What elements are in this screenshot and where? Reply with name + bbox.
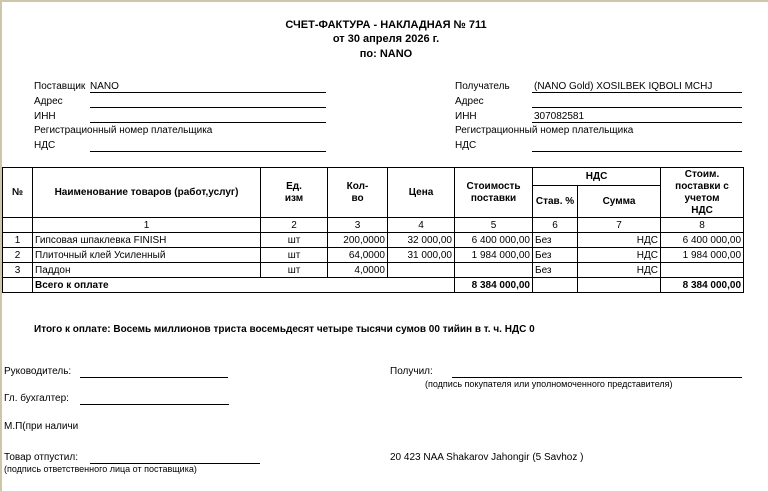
released-signature-line: [90, 452, 260, 464]
accountant-signature-line: [80, 393, 229, 405]
supplier-value: NANO: [90, 81, 326, 93]
col-number: 1: [32, 217, 261, 233]
recipient-inn-label: ИНН: [455, 111, 477, 122]
recipient-nds-label: НДС: [455, 140, 477, 151]
supplier-label: Поставщик: [34, 81, 86, 92]
row-total: 1 984 000,00: [660, 247, 745, 263]
supplier-address-line: [90, 96, 326, 108]
recipient-nds-line: [532, 140, 742, 152]
received-label: Получил:: [390, 366, 433, 377]
row-unit: шт: [260, 262, 328, 278]
released-label: Товар отпустил:: [4, 452, 78, 463]
col-number: 7: [576, 217, 662, 233]
row-sum: НДС: [576, 247, 662, 263]
row-qty: 4,0000: [327, 262, 388, 278]
row-cost: 6 400 000,00: [454, 232, 533, 248]
row-unit: шт: [260, 247, 328, 263]
supplier-inn-line: [90, 111, 326, 123]
recipient-value: (NANO Gold) XOSILBEK IQBOLI MCHJ: [532, 81, 742, 93]
stamp-label: М.П(при наличи: [4, 421, 79, 432]
header-num: №: [2, 167, 33, 218]
header-rate: Став. %: [532, 185, 578, 218]
col-number: 3: [327, 217, 388, 233]
col-number: 4: [387, 217, 455, 233]
total-label: Всего к оплате: [32, 277, 455, 293]
header-sum: Сумма: [576, 185, 662, 218]
invoice-title: СЧЕТ-ФАКТУРА - НАКЛАДНАЯ № 711: [285, 19, 487, 31]
col-number: 6: [532, 217, 578, 233]
column-number-row: 1 2 3 4 5 6 7 8: [2, 217, 745, 233]
header-nds: НДС: [531, 167, 662, 186]
col-number: 2: [260, 217, 328, 233]
row-num: 2: [2, 247, 33, 263]
total-row: Всего к оплате 8 384 000,00 8 384 000,00: [2, 277, 745, 293]
supplier-nds-label: НДС: [34, 140, 56, 151]
row-rate: Без: [532, 262, 578, 278]
invoice-by: по: NANO: [359, 48, 413, 60]
invoice-date: от 30 апреля 2026 г.: [332, 33, 440, 45]
header-unit: Ед. изм: [260, 167, 328, 218]
received-note: (подпись покупателя или уполномоченного …: [425, 379, 673, 389]
recipient-address-line: [532, 96, 742, 108]
header-cost: Стоимость поставки: [454, 167, 533, 218]
header-qty: Кол-во: [327, 167, 388, 218]
col-number: 8: [660, 217, 745, 233]
row-total: [660, 262, 745, 278]
row-num: 3: [2, 262, 33, 278]
supplier-address-label: Адрес: [34, 96, 63, 107]
row-price: [387, 262, 455, 278]
accountant-label: Гл. бухгалтер:: [4, 393, 69, 404]
row-sum: НДС: [576, 262, 662, 278]
row-rate: Без: [532, 247, 578, 263]
supplier-reg-label: Регистрационный номер плательщика: [34, 125, 213, 136]
table-row: 3 Паддон шт 4,0000 Без НДС: [2, 262, 745, 278]
row-unit: шт: [260, 232, 328, 248]
row-price: 31 000,00: [387, 247, 455, 263]
recipient-inn: 307082581: [532, 111, 742, 123]
recipient-reg-label: Регистрационный номер плательщика: [455, 125, 634, 136]
total-in-words: Итого к оплате: Восемь миллионов триста …: [34, 324, 535, 335]
row-name: Гипсовая шпаклевка FINISH: [32, 232, 261, 248]
table-row: 2 Плиточный клей Усиленный шт 64,0000 31…: [2, 247, 745, 263]
supplier-inn-label: ИНН: [34, 111, 56, 122]
agent-info: 20 423 NAA Shakarov Jahongir (5 Savhoz ): [390, 452, 584, 463]
table-row: 1 Гипсовая шпаклевка FINISH шт 200,0000 …: [2, 232, 745, 248]
row-cost: 1 984 000,00: [454, 247, 533, 263]
row-rate: Без: [532, 232, 578, 248]
row-total: 6 400 000,00: [660, 232, 745, 248]
recipient-address-label: Адрес: [455, 96, 484, 107]
released-note: (подпись ответственного лица от поставщи…: [4, 464, 197, 474]
director-signature-line: [80, 366, 228, 378]
col-number: 5: [454, 217, 533, 233]
row-sum: НДС: [576, 232, 662, 248]
row-price: 32 000,00: [387, 232, 455, 248]
header-price: Цена: [387, 167, 455, 218]
header-total: Стоим. поставки с учетом НДС: [660, 167, 745, 218]
row-name: Паддон: [32, 262, 261, 278]
row-qty: 200,0000: [327, 232, 388, 248]
row-cost: [454, 262, 533, 278]
director-label: Руководитель:: [4, 366, 72, 377]
total-with-nds: 8 384 000,00: [660, 277, 745, 293]
supplier-nds-line: [90, 140, 326, 152]
received-signature-line: [452, 366, 742, 378]
header-name: Наименование товаров (работ,услуг): [32, 167, 261, 218]
row-num: 1: [2, 232, 33, 248]
row-name: Плиточный клей Усиленный: [32, 247, 261, 263]
recipient-label: Получатель: [455, 81, 510, 92]
total-cost: 8 384 000,00: [454, 277, 533, 293]
invoice-table: № Наименование товаров (работ,услуг) Ед.…: [2, 167, 745, 293]
row-qty: 64,0000: [327, 247, 388, 263]
